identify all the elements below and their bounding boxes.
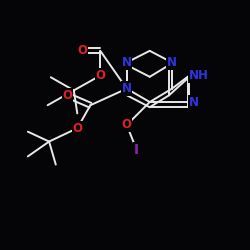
Text: O: O	[122, 118, 132, 132]
Text: O: O	[77, 44, 87, 57]
Text: O: O	[72, 122, 82, 135]
Text: I: I	[134, 143, 139, 157]
Text: N: N	[189, 96, 199, 108]
Text: O: O	[95, 69, 105, 82]
Text: O: O	[62, 89, 72, 102]
Text: N: N	[122, 82, 132, 95]
Text: N: N	[122, 56, 132, 69]
Text: NH: NH	[189, 69, 208, 82]
Text: N: N	[167, 56, 177, 69]
